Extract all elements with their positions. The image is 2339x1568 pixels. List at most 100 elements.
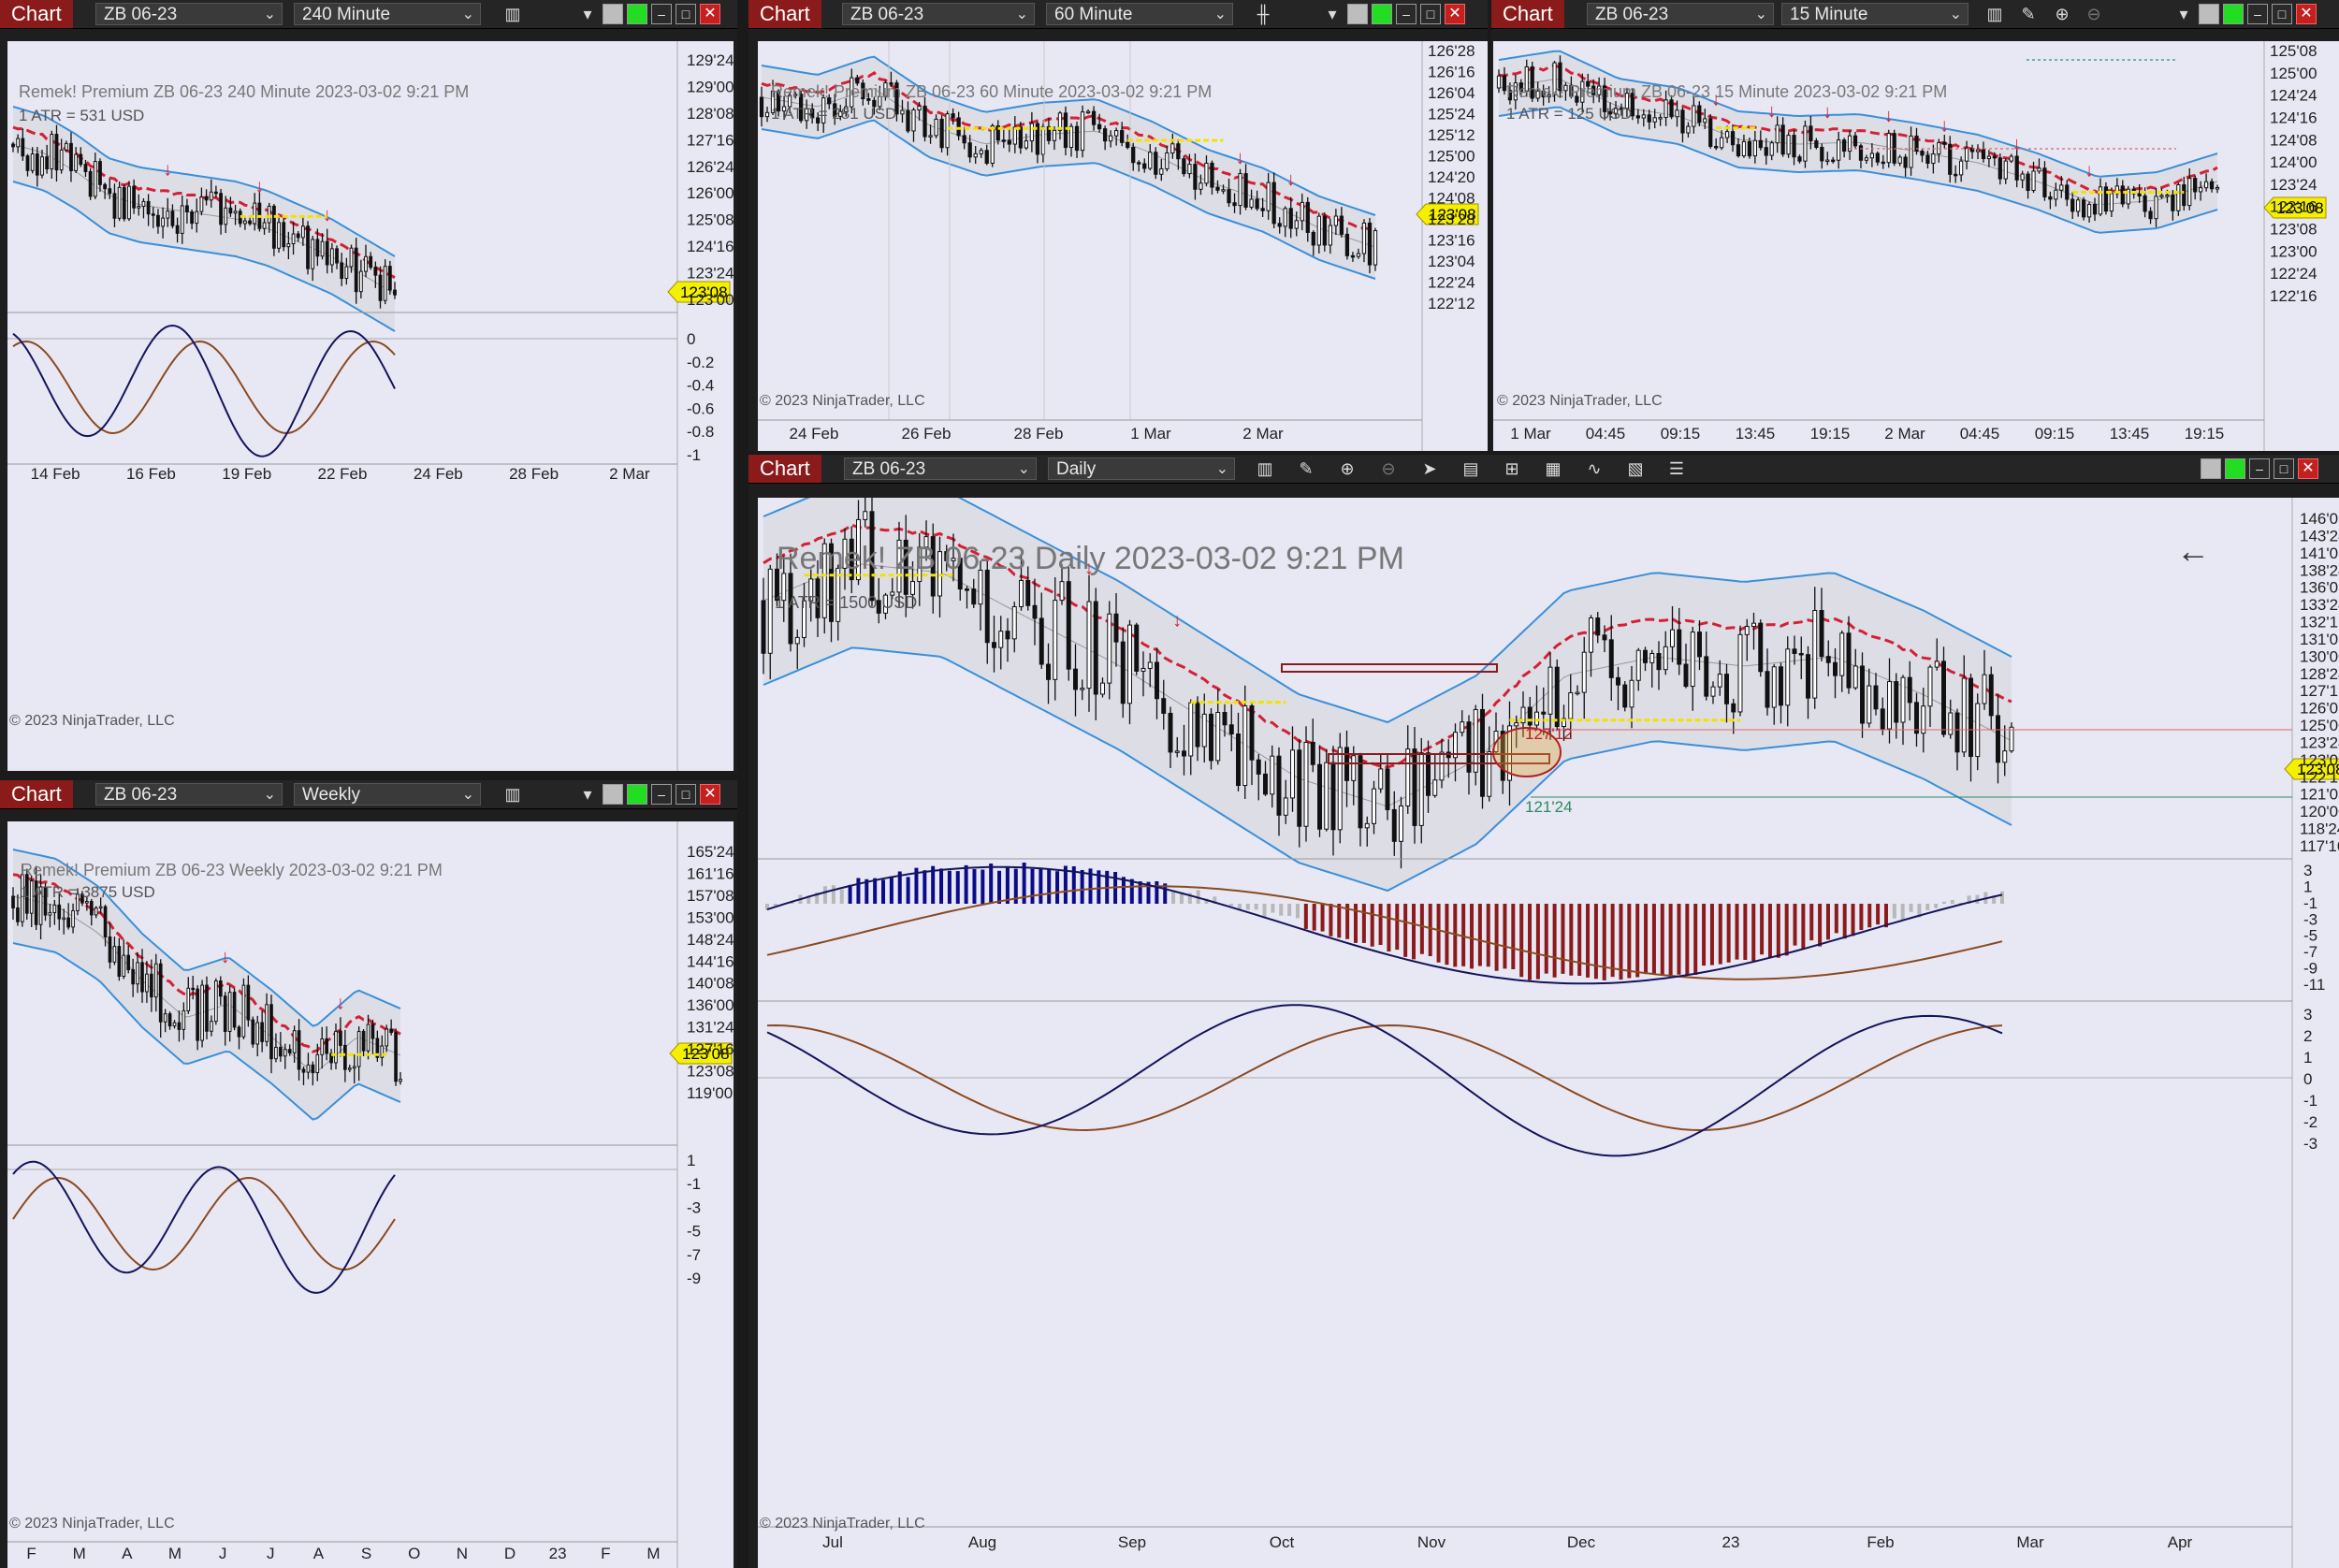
instrument-selector[interactable]: ZB 06-23 ⌄ xyxy=(95,3,283,25)
maximize-button[interactable]: □ xyxy=(676,4,696,24)
interval-selector[interactable]: 60 Minute ⌄ xyxy=(1046,3,1233,25)
chart-style-icon[interactable]: ▥ xyxy=(504,5,521,23)
overflow-chevron-icon[interactable]: ▾ xyxy=(2179,5,2188,23)
instrument-selector[interactable]: ZB 06-23 ⌄ xyxy=(844,457,1037,480)
candle-body xyxy=(1063,112,1068,149)
candle-body xyxy=(214,191,218,195)
zoom-out-icon[interactable]: ⊖ xyxy=(2086,5,2101,23)
chart-window-60min: Chart ZB 06-23 ⌄ 60 Minute ⌄ ╫ ▾ – □ ✕ ↓ ↓ 1… xyxy=(748,0,1488,451)
candle-body xyxy=(1562,718,1566,728)
candle-body xyxy=(16,138,21,148)
candle-body xyxy=(122,954,126,978)
chart-canvas[interactable]: ↓ ↓ 123'08 126'28 126'16 126'04 125'24 125'12 12… xyxy=(758,41,1488,451)
oscillator-signal-line xyxy=(766,1024,2003,1132)
chart-menu-button[interactable]: Chart xyxy=(748,455,821,483)
close-button[interactable]: ✕ xyxy=(1445,4,1465,24)
overflow-chevron-icon[interactable]: ▾ xyxy=(583,5,592,23)
candle-body xyxy=(962,135,966,144)
candle-body xyxy=(343,1044,347,1070)
maximize-button[interactable]: □ xyxy=(2274,458,2294,479)
link-gray-button[interactable] xyxy=(603,784,623,805)
instrument-value: ZB 06-23 xyxy=(104,785,178,805)
chart-menu-button[interactable]: Chart xyxy=(0,780,73,808)
candle-body xyxy=(385,1028,389,1047)
overflow-chevron-icon[interactable]: ▾ xyxy=(583,785,592,804)
minimize-button[interactable]: – xyxy=(2249,458,2270,479)
link-green-button[interactable] xyxy=(2223,4,2244,24)
draw-pencil-icon[interactable]: ✎ xyxy=(1299,459,1314,478)
candle-body xyxy=(1692,105,1696,127)
close-button[interactable]: ✕ xyxy=(700,4,720,24)
drawing-tools-icon[interactable]: ∿ xyxy=(1587,459,1602,478)
instrument-selector[interactable]: ZB 06-23 ⌄ xyxy=(842,3,1035,25)
candle-body xyxy=(200,984,204,1041)
candle-body xyxy=(1193,164,1198,190)
interval-selector[interactable]: Weekly ⌄ xyxy=(294,783,481,806)
candle-body xyxy=(930,536,936,597)
interval-selector[interactable]: Daily ⌄ xyxy=(1048,457,1235,480)
link-green-button[interactable] xyxy=(2225,458,2245,479)
minimize-button[interactable]: – xyxy=(651,784,672,805)
time-axis-label: 22 Feb xyxy=(318,465,368,483)
interval-selector[interactable]: 240 Minute ⌄ xyxy=(294,3,481,25)
link-gray-button[interactable] xyxy=(603,4,623,24)
lower-band-line xyxy=(763,646,2012,893)
indicators-icon[interactable]: ▦ xyxy=(1545,459,1562,478)
link-green-button[interactable] xyxy=(1372,4,1392,24)
price-panel: ↓↓↓123'08129'24129'00128'08127'16126'241… xyxy=(7,41,734,771)
minimize-button[interactable]: – xyxy=(2247,4,2268,24)
link-gray-button[interactable] xyxy=(2201,458,2221,479)
chart-style-icon[interactable]: ▥ xyxy=(1986,5,2003,23)
candle-body xyxy=(1846,632,1852,689)
candle-body xyxy=(205,984,209,1032)
chart-style-icon[interactable]: ▥ xyxy=(504,785,521,804)
chart-canvas[interactable]: ↓↓↓123'08129'24129'00128'08127'16126'241… xyxy=(7,41,734,771)
strategies-icon[interactable]: ⊞ xyxy=(1504,459,1519,478)
data-box-icon[interactable]: ▤ xyxy=(1462,459,1479,478)
instrument-selector[interactable]: ZB 06-23 ⌄ xyxy=(95,783,283,806)
properties-icon[interactable]: ▧ xyxy=(1627,459,1644,478)
instrument-selector[interactable]: ZB 06-23 ⌄ xyxy=(1587,3,1774,25)
osc-axis-label: -0.8 xyxy=(687,423,714,441)
chart-menu-button[interactable]: Chart xyxy=(0,0,73,28)
maximize-button[interactable]: □ xyxy=(1420,4,1441,24)
time-axis-label: 19 Feb xyxy=(222,465,271,483)
candle-body xyxy=(1886,133,1891,164)
close-button[interactable]: ✕ xyxy=(700,784,720,805)
link-gray-button[interactable] xyxy=(1347,4,1368,24)
back-arrow-icon[interactable]: ← xyxy=(2176,531,2210,570)
maximize-button[interactable]: □ xyxy=(676,784,696,805)
link-green-button[interactable] xyxy=(627,4,647,24)
maximize-button[interactable]: □ xyxy=(2272,4,2292,24)
candle-body xyxy=(210,1021,213,1032)
close-button[interactable]: ✕ xyxy=(2296,4,2317,24)
link-green-button[interactable] xyxy=(627,784,647,805)
candle-body xyxy=(59,149,64,171)
chart-canvas[interactable]: ↓↓127'12121'24123'08146'08143'24141'0813… xyxy=(758,498,2339,1568)
minimize-button[interactable]: – xyxy=(651,4,672,24)
zoom-in-icon[interactable]: ⊕ xyxy=(1340,459,1355,478)
link-gray-button[interactable] xyxy=(2199,4,2219,24)
candle-body xyxy=(255,1022,260,1045)
zoom-out-icon[interactable]: ⊖ xyxy=(1381,459,1396,478)
chart-style-icon[interactable]: ▥ xyxy=(1257,459,1273,478)
overflow-chevron-icon[interactable]: ▾ xyxy=(1328,5,1337,23)
zoom-in-icon[interactable]: ⊕ xyxy=(2055,5,2070,23)
list-icon[interactable]: ☰ xyxy=(1668,459,1685,478)
chart-style-icon[interactable]: ╫ xyxy=(1257,5,1270,23)
draw-pencil-icon[interactable]: ✎ xyxy=(2021,5,2036,23)
candle-body xyxy=(1686,125,1691,134)
candle-body xyxy=(883,594,888,614)
candle-body xyxy=(320,1038,325,1055)
candle-body xyxy=(1018,126,1023,149)
cursor-pointer-icon[interactable]: ➤ xyxy=(1422,459,1437,478)
chart-canvas[interactable]: ↓ ↓ 123'08 165'24 161'16 157'08 153'00 148'24 14… xyxy=(7,821,734,1568)
candle-body xyxy=(199,196,204,212)
chart-menu-button[interactable]: Chart xyxy=(748,0,821,28)
interval-selector[interactable]: 15 Minute ⌄ xyxy=(1781,3,1969,25)
close-button[interactable]: ✕ xyxy=(2298,458,2318,479)
minimize-button[interactable]: – xyxy=(1396,4,1416,24)
chart-menu-button[interactable]: Chart xyxy=(1491,0,1564,28)
price-panel: ↓ ↓ 123'08 165'24 161'16 157'08 153'00 148'24 14… xyxy=(7,821,734,1568)
chart-canvas[interactable]: ↓ ↓ ↓ ↓ ↓ ↓ ↓ 123'08 125'08 125'00 124'24 124'16 124… xyxy=(1493,41,2339,451)
